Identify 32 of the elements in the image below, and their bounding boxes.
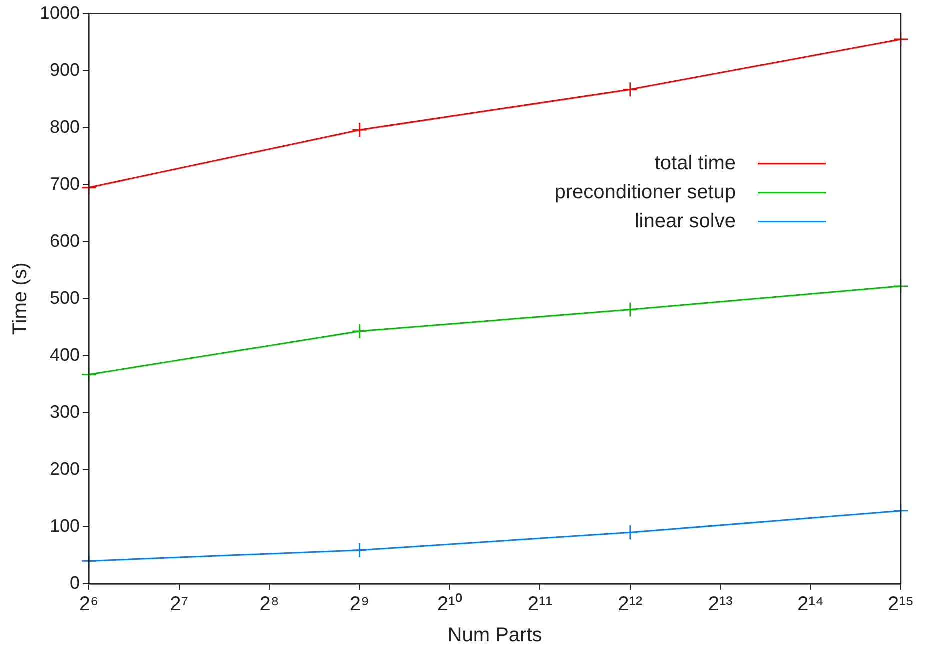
- point: [622, 525, 638, 540]
- legend-label: linear solve: [634, 210, 736, 232]
- point: [622, 82, 638, 98]
- legend-label: preconditioner setup: [554, 181, 736, 204]
- y-tick-label: 100: [50, 516, 80, 536]
- y-tick-label: 0: [70, 572, 80, 593]
- x-tick-label: 2¹²: [618, 594, 643, 616]
- x-axis-title: Num Parts: [448, 624, 542, 647]
- point: [352, 122, 368, 138]
- y-tick-label: 800: [50, 116, 80, 137]
- point: [352, 324, 368, 340]
- y-tick-label: 300: [50, 402, 80, 422]
- x-tick-label: 2⁷: [170, 594, 188, 616]
- x-tick-label: 2⁶: [79, 594, 99, 616]
- legend-label: total time: [654, 152, 736, 174]
- x-tick-label: 2¹⁴: [798, 594, 824, 616]
- x-tick-label: 2¹⁵: [888, 594, 914, 616]
- y-tick-label: 500: [50, 288, 80, 308]
- y-tick-label: 700: [50, 174, 80, 194]
- y-tick-label: 600: [50, 230, 80, 251]
- y-axis-title: Time (s): [10, 262, 32, 336]
- x-tick-label: 2¹¹: [528, 594, 553, 616]
- x-tick-label: 2¹⁰: [438, 592, 462, 616]
- y-tick-label: 1000: [40, 2, 80, 23]
- x-tick-label: 2¹³: [708, 594, 734, 616]
- point: [622, 302, 638, 318]
- x-tick-label: 2⁹: [350, 594, 370, 616]
- y-tick-label: 400: [50, 344, 80, 365]
- x-tick-label: 2⁸: [260, 594, 280, 616]
- point: [352, 542, 368, 558]
- y-tick-label: 200: [50, 458, 80, 479]
- y-tick-label: 900: [50, 60, 80, 80]
